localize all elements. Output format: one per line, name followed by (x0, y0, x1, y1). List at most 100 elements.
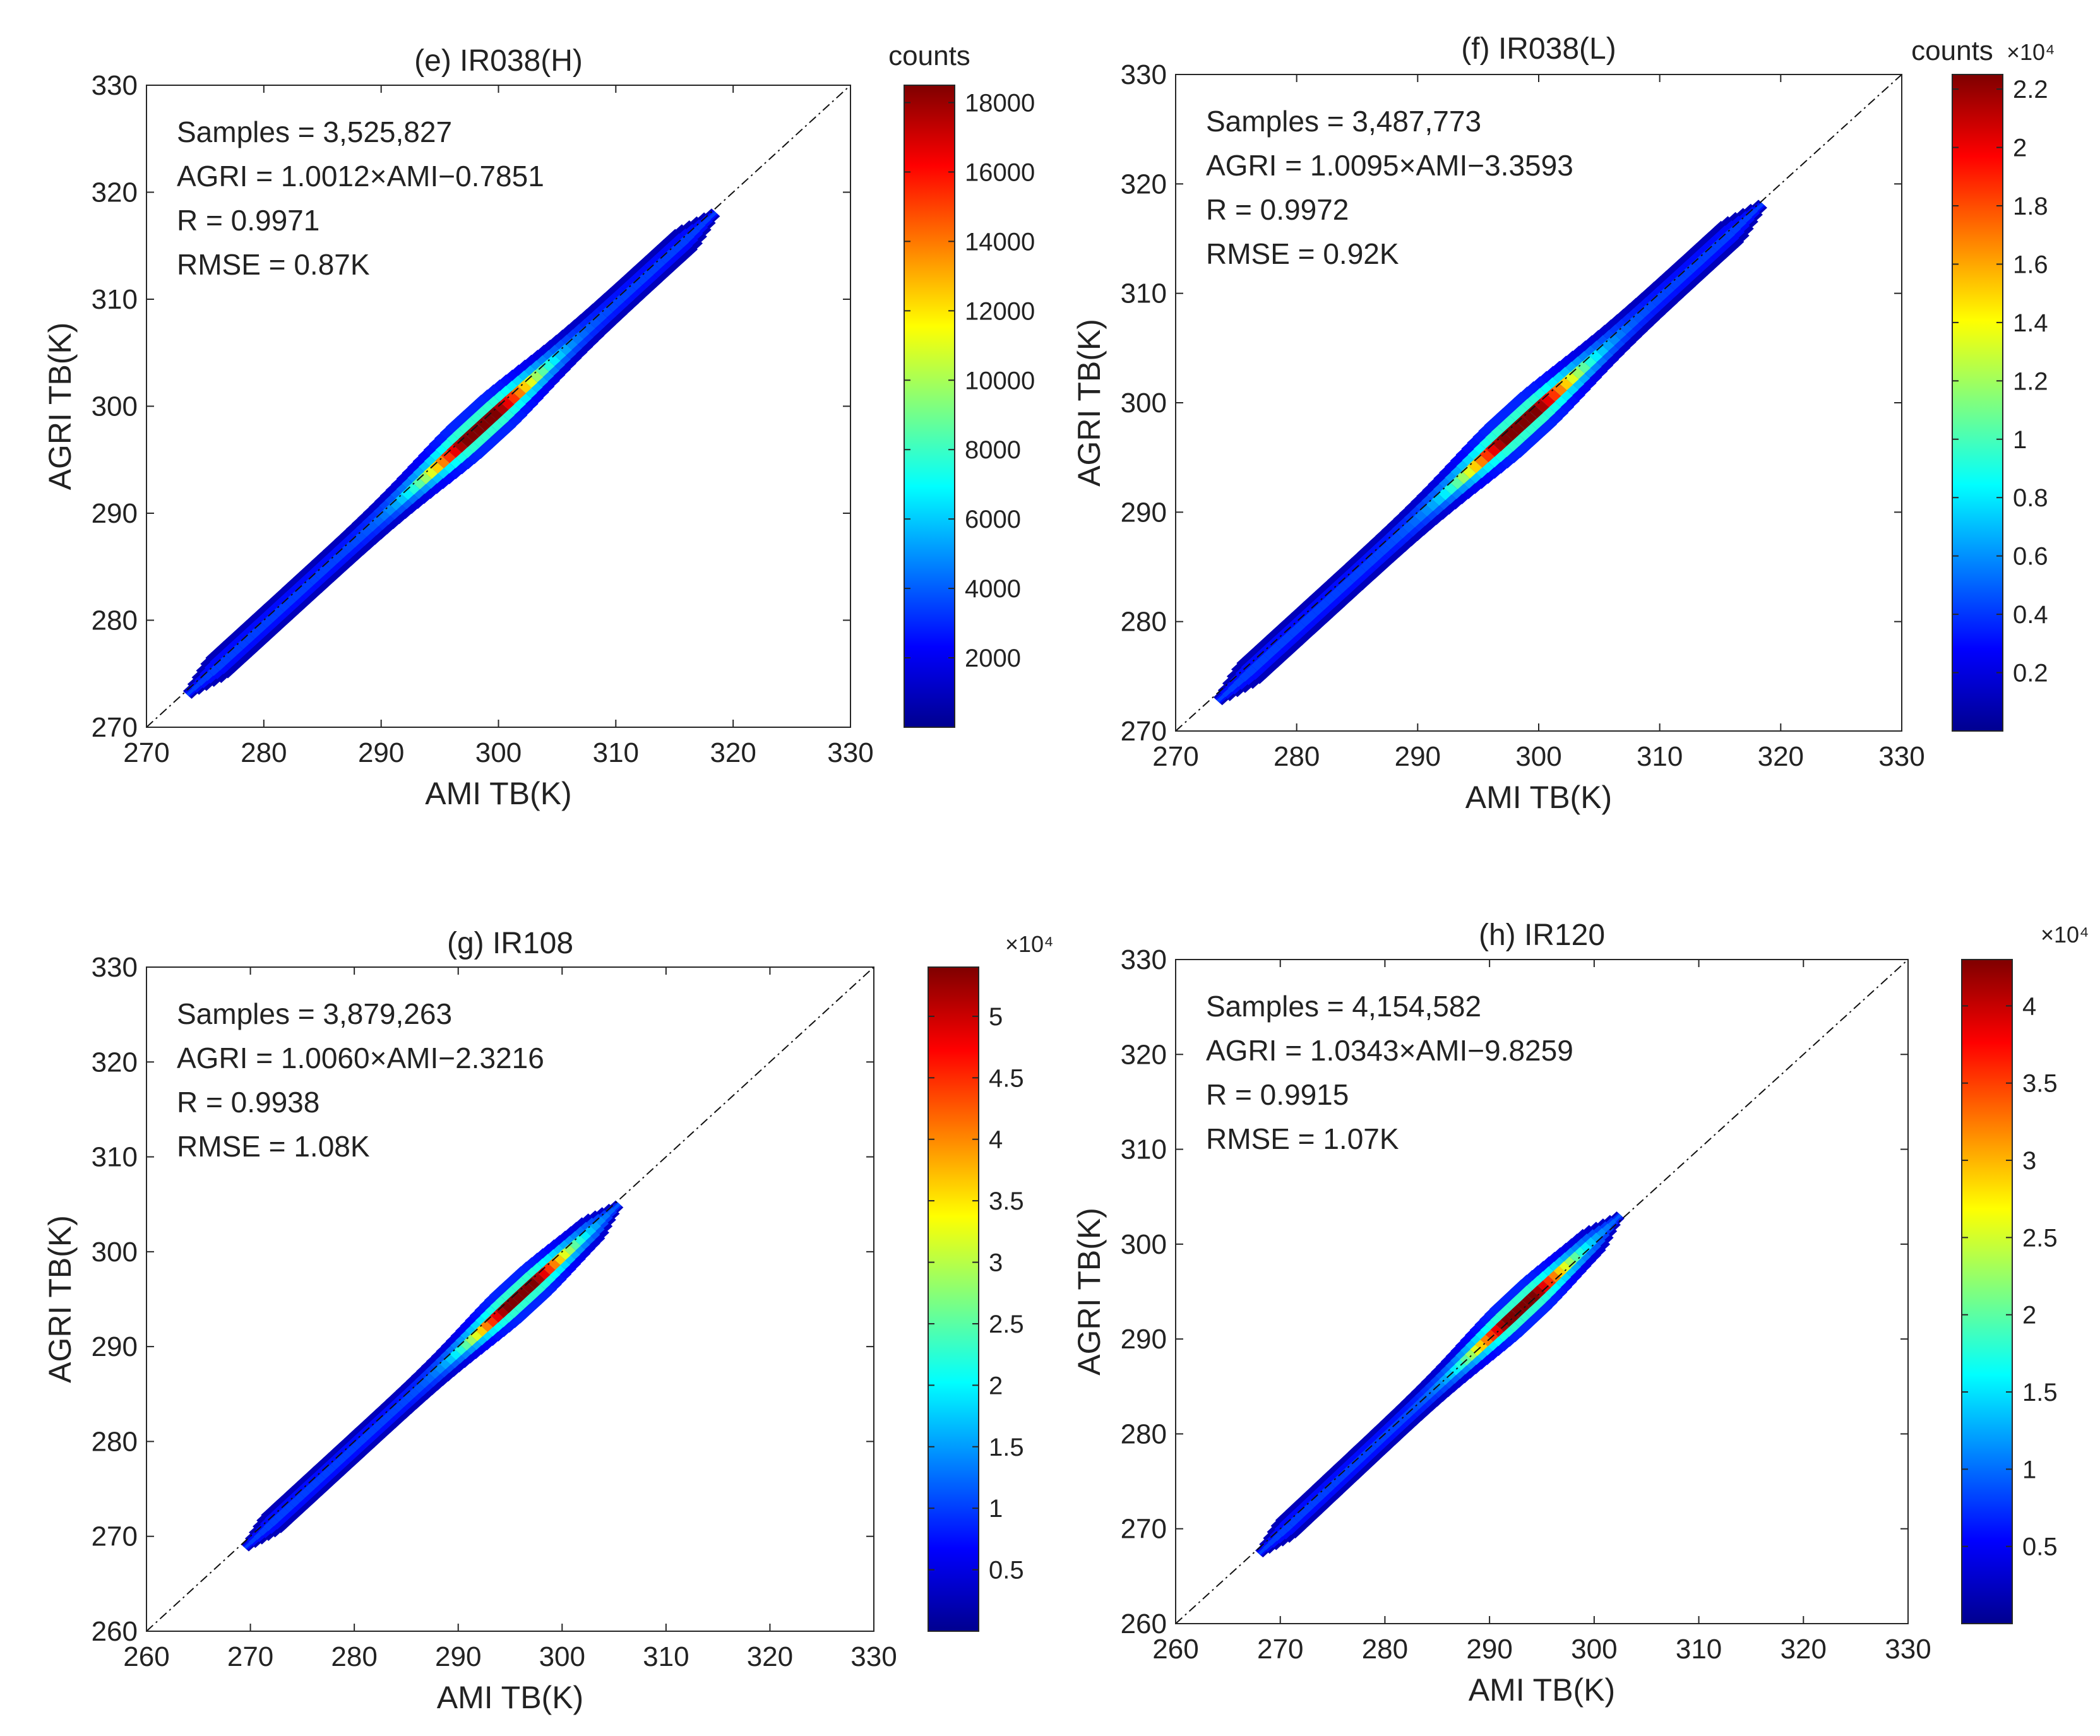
y-tick-label: 270 (1121, 716, 1167, 747)
y-tick-label: 290 (92, 498, 138, 529)
colorbar-tick-label: 5 (989, 1003, 1003, 1031)
x-axis-label: AMI TB(K) (1465, 780, 1612, 815)
y-tick-label: 300 (92, 1237, 138, 1268)
stats-line: R = 0.9915 (1206, 1078, 1349, 1111)
x-tick-label: 270 (1257, 1634, 1303, 1665)
x-tick-label: 300 (1515, 741, 1561, 772)
y-tick-label: 320 (1121, 1039, 1167, 1070)
panel-h: 260 270 280 290 300 310 320 330 260 270 280 290 300 3… (1071, 919, 2089, 1708)
colorbar-label: counts (888, 40, 970, 71)
y-tick-label: 300 (1121, 388, 1167, 419)
density-band (1255, 1211, 1625, 1558)
y-axis-label: AGRI TB(K) (42, 1215, 78, 1383)
colorbar-tick-label: 1.2 (2013, 367, 2048, 395)
one-to-one-line (146, 85, 850, 727)
colorbar-tick-label: 1.4 (2013, 309, 2048, 337)
y-tick-label: 330 (92, 70, 138, 101)
x-tick-label: 320 (747, 1641, 793, 1672)
y-tick-label: 300 (92, 391, 138, 422)
colorbar-tick-label: 0.8 (2013, 484, 2048, 512)
stats-line: AGRI = 1.0012×AMI−0.7851 (177, 160, 544, 193)
colorbar-tick-label: 4000 (965, 575, 1021, 603)
y-tick-label: 290 (92, 1331, 138, 1362)
x-tick-label: 290 (1466, 1634, 1512, 1665)
colorbar-tick-label: 0.6 (2013, 543, 2048, 571)
x-tick-label: 320 (1781, 1634, 1827, 1665)
stats-line: RMSE = 1.07K (1206, 1122, 1399, 1155)
colorbar-exponent: ×10⁴ (1005, 931, 1054, 957)
y-tick-label: 320 (1121, 169, 1167, 199)
stats-line: Samples = 3,525,827 (177, 116, 452, 148)
colorbar-tick-label: 3.5 (989, 1187, 1024, 1215)
stats-line: R = 0.9972 (1206, 193, 1349, 226)
colorbar-label: counts (1911, 35, 1993, 66)
colorbar: 0.2 0.4 0.6 0.8 1 1.2 1.4 1.6 1.8 2 2.2 counts ×10⁴ (1911, 35, 2055, 732)
panel-f: 270 280 290 300 310 320 330 270 280 290 300 310 320 3… (1071, 32, 2055, 815)
colorbar-tick-label: 2.5 (989, 1311, 1024, 1338)
colorbar-tick-label: 0.5 (2022, 1533, 2058, 1561)
x-tick-label: 300 (539, 1641, 585, 1672)
stats-line: R = 0.9938 (177, 1086, 319, 1119)
colorbar-gradient (1952, 74, 2003, 732)
x-tick-label: 280 (1274, 741, 1320, 772)
y-tick-label: 330 (1121, 59, 1167, 90)
colorbar-tick-label: 3.5 (2022, 1070, 2058, 1098)
colorbar-tick-label: 1 (989, 1495, 1003, 1523)
colorbar-tick-label: 16000 (965, 158, 1035, 186)
y-tick-label: 270 (92, 1521, 138, 1552)
y-tick-label: 300 (1121, 1229, 1167, 1260)
colorbar-gradient (928, 966, 979, 1632)
x-tick-label: 330 (1878, 741, 1924, 772)
colorbar-tick-label: 0.4 (2013, 601, 2048, 629)
y-axis-label: AGRI TB(K) (1071, 319, 1107, 487)
colorbar-tick-label: 6000 (965, 506, 1021, 533)
stats-line: Samples = 3,879,263 (177, 997, 452, 1030)
y-axis-label: AGRI TB(K) (42, 323, 78, 490)
x-tick-label: 290 (435, 1641, 481, 1672)
colorbar-gradient (904, 85, 955, 728)
colorbar-tick-label: 10000 (965, 367, 1035, 395)
colorbar-tick-label: 2.2 (2013, 76, 2048, 104)
colorbar: 0.5 1 1.5 2 2.5 3 3.5 4 4.5 5 ×10⁴ (928, 931, 1054, 1632)
y-tick-label: 290 (1121, 1324, 1167, 1355)
x-tick-label: 270 (227, 1641, 273, 1672)
stats-line: RMSE = 0.87K (177, 248, 370, 281)
density-cell (612, 1203, 621, 1211)
y-tick-label: 270 (92, 712, 138, 743)
x-tick-label: 330 (827, 737, 873, 768)
colorbar-tick-label: 8000 (965, 436, 1021, 464)
colorbar-tick-label: 14000 (965, 228, 1035, 256)
density-band (241, 1200, 624, 1552)
colorbar-tick-label: 0.5 (989, 1557, 1024, 1584)
x-tick-label: 330 (850, 1641, 897, 1672)
x-axis-label: AMI TB(K) (437, 1680, 583, 1715)
colorbar-tick-label: 3 (2022, 1147, 2036, 1175)
colorbar-tick-label: 1.8 (2013, 193, 2048, 220)
panel-e: 270 280 290 300 310 320 330 270 280 290 300 310 320 3… (42, 40, 1035, 811)
x-tick-label: 310 (593, 737, 639, 768)
x-tick-label: 260 (1152, 1634, 1198, 1665)
density-cell (1613, 1214, 1622, 1222)
x-tick-label: 310 (1676, 1634, 1722, 1665)
one-to-one-line (1176, 74, 1902, 731)
colorbar-tick-label: 2 (2022, 1302, 2036, 1329)
y-tick-label: 280 (1121, 1418, 1167, 1449)
density-cell (1755, 202, 1764, 211)
stats-line: AGRI = 1.0343×AMI−9.8259 (1206, 1034, 1573, 1067)
colorbar-tick-label: 2000 (965, 645, 1021, 672)
y-tick-label: 280 (92, 605, 138, 636)
colorbar-tick-label: 12000 (965, 297, 1035, 325)
x-tick-label: 290 (358, 737, 404, 768)
y-tick-label: 310 (92, 284, 138, 315)
colorbar-gradient (1961, 959, 2013, 1624)
stats-line: R = 0.9971 (177, 204, 319, 237)
y-tick-label: 330 (92, 952, 138, 983)
chart-title: (e) IR038(H) (414, 44, 583, 78)
x-axis-label: AMI TB(K) (425, 776, 571, 811)
x-tick-label: 270 (1152, 741, 1198, 772)
y-tick-label: 310 (1121, 1134, 1167, 1165)
y-tick-label: 260 (1121, 1608, 1167, 1639)
colorbar-tick-label: 1.5 (989, 1434, 1024, 1461)
x-tick-label: 280 (241, 737, 287, 768)
x-tick-label: 270 (123, 737, 169, 768)
